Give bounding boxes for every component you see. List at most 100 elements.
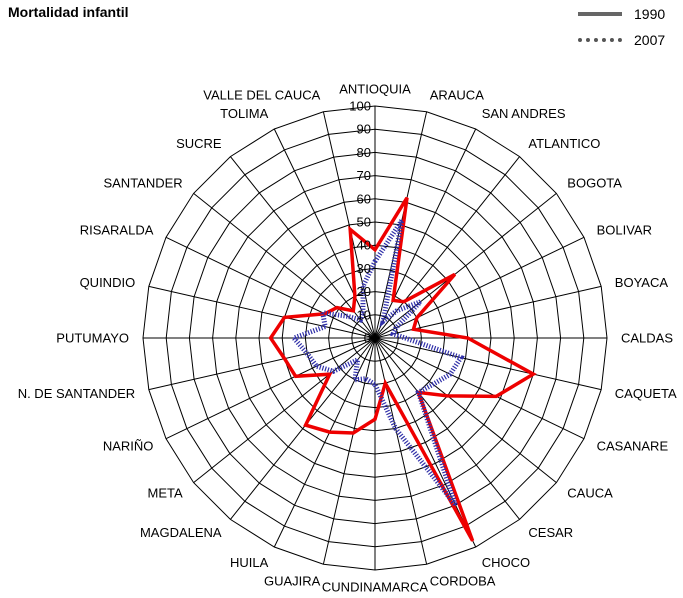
series-2007-point [432, 383, 434, 386]
series-2007-point [395, 310, 398, 312]
series-2007-point [321, 312, 324, 314]
grid-spoke [374, 236, 585, 339]
grid-spoke [273, 128, 376, 339]
series-1990-point [324, 313, 326, 315]
grid-spoke [374, 337, 520, 520]
series-1990-point [328, 373, 331, 376]
tick-label-20: 20 [357, 284, 371, 299]
category-label: CESAR [528, 525, 573, 540]
category-label: ARAUCA [430, 88, 485, 103]
series-2007-point [374, 383, 376, 386]
legend-label-1990: 1990 [634, 6, 666, 22]
category-label: SUCRE [176, 136, 222, 151]
grid-spoke [374, 337, 585, 440]
grid-spoke [148, 337, 376, 391]
category-label: NARIÑO [103, 439, 154, 454]
series-2007-point [417, 391, 420, 394]
tick-label-50: 50 [357, 215, 371, 230]
grid-spoke [374, 337, 557, 483]
series-2007-point [401, 219, 403, 222]
category-label: PUTUMAYO [56, 331, 129, 346]
grid-spoke [374, 337, 477, 548]
series-1990-point [294, 375, 297, 378]
category-label: RISARALDA [80, 223, 154, 238]
series-1990-point [495, 395, 498, 398]
series-1990-point [416, 317, 418, 319]
series-2007-point [394, 427, 397, 430]
series-2007-point [449, 373, 452, 376]
series-1990-point [349, 228, 352, 231]
series-1990-point [532, 373, 535, 375]
grid-spoke [374, 128, 477, 339]
tick-label-80: 80 [357, 145, 371, 160]
tick-label-60: 60 [357, 191, 371, 206]
grid-spoke [148, 285, 376, 339]
series-2007-point [395, 327, 397, 329]
legend-item-2007: 2007 [578, 30, 665, 50]
category-label: VALLE DEL CAUCA [203, 88, 320, 103]
series-2007-point [454, 504, 457, 507]
series-1990-point [374, 418, 376, 421]
tick-label-0: 0 [364, 331, 371, 346]
series-1990-point [406, 197, 408, 199]
series-1990-point [283, 316, 286, 319]
series-2007-point [404, 337, 407, 339]
grid-spoke [165, 337, 376, 440]
series-1990-point [304, 424, 307, 426]
category-label: CAQUETA [615, 386, 677, 401]
grid-spoke [193, 337, 376, 483]
category-label: CAUCA [567, 486, 613, 501]
series-2007-point [419, 301, 422, 303]
grid-spoke [374, 285, 602, 339]
series-2007-point [362, 285, 364, 287]
grid-spoke [322, 111, 376, 339]
grid-spoke [322, 337, 376, 565]
series-2007-point [362, 312, 364, 314]
series-2007-point [356, 359, 359, 361]
category-label: HUILA [230, 555, 269, 570]
series-1990-point [352, 432, 355, 434]
tick-label-30: 30 [357, 261, 371, 276]
series-1990-point [392, 299, 394, 302]
tick-label-90: 90 [357, 122, 371, 137]
series-2007-point [315, 365, 318, 368]
legend-label-2007: 2007 [634, 32, 666, 48]
category-label: CASANARE [597, 439, 669, 454]
tick-label-10: 10 [357, 307, 371, 322]
category-label: TOLIMA [220, 106, 268, 121]
series-2007-point [324, 325, 327, 328]
series-2007-point [460, 356, 462, 359]
category-label: MAGDALENA [140, 525, 222, 540]
category-label: N. DE SANTANDER [18, 386, 136, 401]
category-label: ANTIOQUIA [339, 82, 411, 97]
series-2007-point [293, 337, 295, 339]
radial-axis-ticks: 0 10 20 30 40 50 60 70 80 90 100 [349, 99, 371, 346]
grid-spoke [230, 156, 376, 339]
series-2007-point [359, 319, 362, 321]
tick-label-100: 100 [349, 99, 371, 114]
grid-spoke [374, 337, 428, 565]
legend-item-1990: 1990 [578, 4, 665, 24]
category-label: BOLIVAR [597, 223, 652, 238]
grid-spoke [374, 193, 557, 339]
series-1990-point [374, 249, 376, 251]
series-1990-point [467, 337, 469, 339]
series-1990-point [354, 295, 356, 298]
series-1990-point [336, 306, 338, 309]
tick-label-70: 70 [357, 168, 371, 183]
category-label: CHOCO [482, 555, 530, 570]
series-1990-point [454, 273, 456, 276]
grid-spoke [230, 337, 376, 520]
series-2007-point [392, 333, 394, 335]
category-label: SANTANDER [103, 175, 182, 190]
series-2007-line [289, 219, 465, 507]
series-2007-point [374, 260, 376, 263]
series-1990-point [384, 382, 387, 385]
series-2007-point [332, 370, 335, 373]
series-1990-point [403, 300, 405, 303]
category-label: GUAJIRA [264, 573, 321, 588]
legend-swatch-2007 [578, 38, 622, 42]
tick-label-40: 40 [357, 238, 371, 253]
category-labels: ANTIOQUIA ARAUCA SAN ANDRES ATLANTICO BOGOTA… [18, 82, 677, 595]
